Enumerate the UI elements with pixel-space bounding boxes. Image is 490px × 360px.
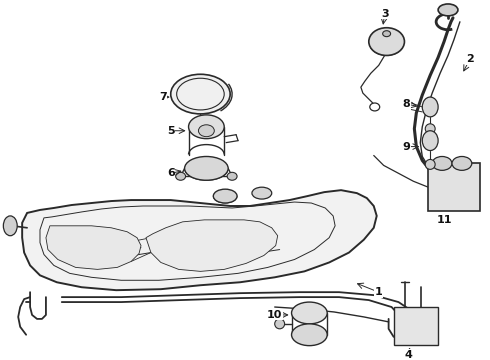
Ellipse shape — [422, 97, 438, 117]
Ellipse shape — [185, 157, 228, 180]
Text: 11: 11 — [436, 215, 452, 225]
Ellipse shape — [213, 189, 237, 203]
Polygon shape — [428, 163, 480, 211]
Ellipse shape — [189, 115, 224, 139]
Text: 5: 5 — [167, 126, 174, 136]
Ellipse shape — [292, 324, 327, 346]
Text: 1: 1 — [375, 287, 383, 297]
Text: 9: 9 — [402, 141, 410, 152]
Ellipse shape — [369, 28, 404, 55]
Ellipse shape — [422, 131, 438, 150]
Text: 3: 3 — [381, 9, 389, 19]
Ellipse shape — [171, 74, 230, 114]
Text: 7: 7 — [159, 92, 167, 102]
Text: 6: 6 — [167, 168, 174, 178]
Polygon shape — [22, 190, 377, 290]
Polygon shape — [46, 226, 141, 269]
Ellipse shape — [227, 172, 237, 180]
Polygon shape — [393, 307, 438, 345]
Ellipse shape — [252, 187, 272, 199]
Ellipse shape — [3, 216, 17, 236]
Text: 2: 2 — [466, 54, 474, 64]
Polygon shape — [146, 220, 278, 271]
Ellipse shape — [438, 4, 458, 16]
Ellipse shape — [383, 31, 391, 37]
Ellipse shape — [432, 157, 452, 170]
Ellipse shape — [425, 124, 435, 134]
Ellipse shape — [176, 172, 186, 180]
Text: 8: 8 — [403, 99, 410, 109]
Text: 4: 4 — [404, 350, 413, 360]
Ellipse shape — [292, 302, 327, 324]
Text: 10: 10 — [267, 310, 282, 320]
Ellipse shape — [275, 319, 285, 329]
Ellipse shape — [425, 159, 435, 169]
Ellipse shape — [198, 125, 214, 137]
Ellipse shape — [452, 157, 472, 170]
